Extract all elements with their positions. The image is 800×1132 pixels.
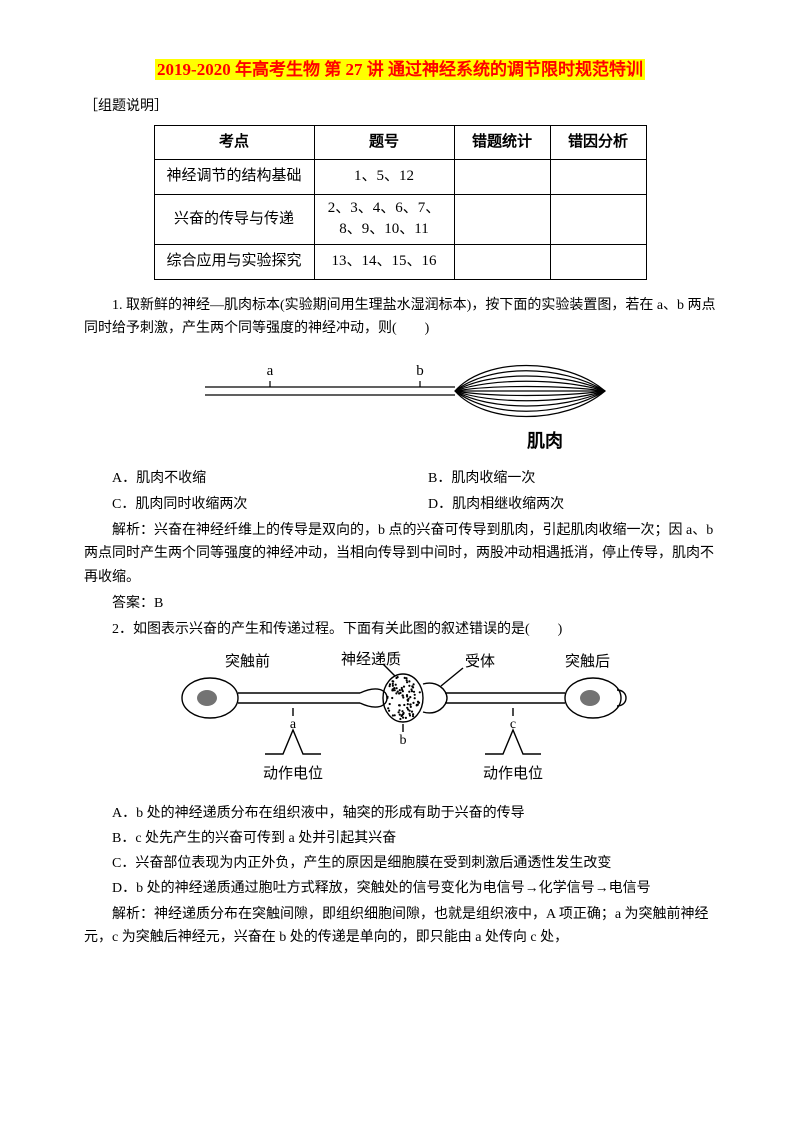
label-b: b (416, 363, 424, 379)
q1-stem: 1. 取新鲜的神经—肌肉标本(实验期间用生理盐水湿润标本)，按下面的实验装置图，… (84, 294, 716, 342)
label-postsynaptic: 突触后 (565, 653, 610, 670)
table-row: 综合应用与实验探究 13、14、15、16 (154, 245, 646, 280)
label-ap-left: 动作电位 (263, 765, 323, 782)
q1-option-c: C．肌肉同时收缩两次 (84, 493, 400, 517)
th-errreason: 错因分析 (550, 125, 646, 160)
page-title: 2019-2020 年高考生物 第 27 讲 通过神经系统的调节限时规范特训 (155, 59, 645, 80)
label-b: b (400, 733, 407, 748)
th-nums: 题号 (314, 125, 454, 160)
muscle-label: 肌肉 (527, 430, 563, 451)
label-ap-right: 动作电位 (483, 765, 543, 782)
q2-stem: 2．如图表示兴奋的产生和传递过程。下面有关此图的叙述错误的是( ) (84, 618, 716, 642)
th-errcount: 错题统计 (454, 125, 550, 160)
cell-topic: 神经调节的结构基础 (154, 160, 314, 195)
th-topic: 考点 (154, 125, 314, 160)
cell-nums: 13、14、15、16 (314, 245, 454, 280)
q2-option-d: D．b 处的神经递质通过胞吐方式释放，突触处的信号变化为电信号→化学信号→电信号 (84, 877, 716, 901)
cell-errcount (454, 194, 550, 245)
cell-errreason (550, 245, 646, 280)
label-presynaptic: 突触前 (225, 653, 270, 670)
q1-option-d: D．肌肉相继收缩两次 (400, 493, 716, 517)
q2-option-c: C．兴奋部位表现为内正外负，产生的原因是细胞膜在受到刺激后通透性发生改变 (84, 852, 716, 876)
cell-errcount (454, 245, 550, 280)
q1-option-a: A．肌肉不收缩 (84, 467, 400, 491)
q1-options-row2: C．肌肉同时收缩两次 D．肌肉相继收缩两次 (84, 493, 716, 517)
cell-nums: 2、3、4、6、7、8、9、10、11 (314, 194, 454, 245)
q2-figure: 突触前 突触后 神经递质 受体 a b c 动作电位 动作电位 (84, 650, 716, 799)
q2-option-b: B．c 处先产生的兴奋可传到 a 处并引起其兴奋 (84, 827, 716, 851)
cell-topic: 综合应用与实验探究 (154, 245, 314, 280)
cell-nums: 1、5、12 (314, 160, 454, 195)
q2-analysis: 解析：神经递质分布在突触间隙，即组织细胞间隙，也就是组织液中，A 项正确；a 为… (84, 903, 716, 951)
cell-errreason (550, 194, 646, 245)
topic-table: 考点 题号 错题统计 错因分析 神经调节的结构基础 1、5、12 兴奋的传导与传… (154, 125, 647, 280)
q1-analysis: 解析：兴奋在神经纤维上的传导是双向的，b 点的兴奋可传导到肌肉，引起肌肉收缩一次… (84, 519, 716, 590)
label-neurotransmitter: 神经递质 (341, 651, 401, 668)
q1-option-b: B．肌肉收缩一次 (400, 467, 716, 491)
label-receptor: 受体 (465, 653, 495, 670)
table-row: 神经调节的结构基础 1、5、12 (154, 160, 646, 195)
q1-options-row1: A．肌肉不收缩 B．肌肉收缩一次 (84, 467, 716, 491)
q1-figure: a b 肌肉 (84, 349, 716, 463)
cell-topic: 兴奋的传导与传递 (154, 194, 314, 245)
table-row: 兴奋的传导与传递 2、3、4、6、7、8、9、10、11 (154, 194, 646, 245)
cell-errcount (454, 160, 550, 195)
label-a: a (290, 717, 297, 732)
label-a: a (267, 363, 274, 379)
q2-option-a: A．b 处的神经递质分布在组织液中，轴突的形成有助于兴奋的传导 (84, 802, 716, 826)
q1-answer: 答案：B (84, 592, 716, 616)
label-c: c (510, 717, 516, 732)
table-header-row: 考点 题号 错题统计 错因分析 (154, 125, 646, 160)
cell-errreason (550, 160, 646, 195)
section-label: ［组题说明］ (84, 95, 716, 119)
